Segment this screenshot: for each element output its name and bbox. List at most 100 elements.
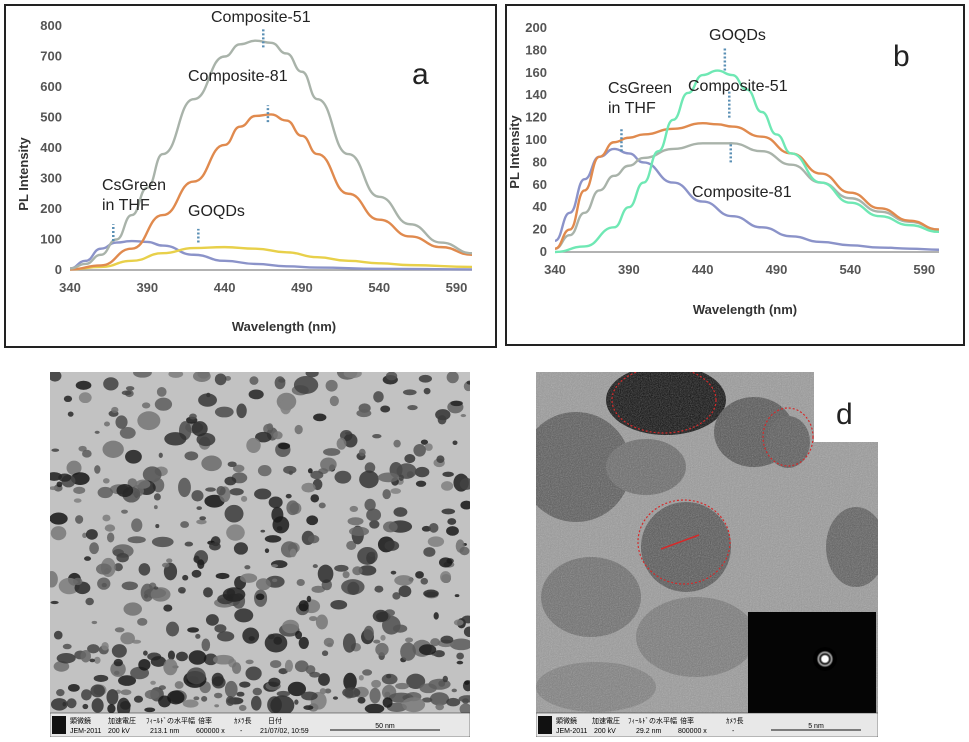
tem-c-particle	[106, 532, 115, 543]
tem-c-particle	[203, 587, 213, 598]
tem-c-particle	[294, 699, 299, 705]
tem-c-particle	[89, 542, 99, 555]
tem-c-particle	[398, 474, 404, 481]
tem-c-particle	[364, 703, 385, 714]
tem-c-particle	[276, 690, 291, 697]
tem-c-particle	[192, 370, 211, 382]
tem-c-particle	[97, 486, 113, 499]
tem-c-particle	[222, 587, 246, 602]
chart-a-annot-inthf: in THF	[102, 197, 150, 214]
tem-c-particle	[189, 413, 197, 420]
tem-c-particle	[176, 651, 188, 662]
chart-a-ytick-label: 600	[40, 79, 62, 94]
tem-c-particle	[180, 521, 190, 528]
tem-c-particle	[120, 689, 132, 696]
tem-c-particle	[325, 379, 338, 392]
tem-c-particle	[119, 426, 136, 439]
tem-c-particle	[293, 375, 319, 394]
tem-c-particle	[449, 638, 473, 651]
tem-c-particle	[323, 637, 334, 647]
tem-c-particle	[150, 656, 167, 667]
tem-c-particle	[110, 661, 126, 677]
tem-c-particle	[357, 546, 378, 565]
tem-c-particle	[342, 633, 356, 653]
tem-c-particle	[372, 434, 382, 439]
tem-c-particle	[78, 392, 92, 404]
tem-c-particle	[73, 486, 86, 494]
chart-a-ytick-label: 200	[40, 201, 62, 216]
tem-c-particle	[255, 578, 271, 591]
tem-c-particle	[357, 696, 366, 704]
tem-c-particle	[421, 697, 433, 703]
tem-c-particle	[306, 595, 312, 603]
tem-c-particle	[312, 564, 318, 569]
tem-c-particle	[107, 704, 116, 714]
chart-a-xtick-label: 390	[136, 280, 158, 295]
tem-c-particle	[217, 631, 235, 642]
tem-c-particle	[50, 526, 67, 541]
tem-c-particle	[294, 660, 309, 673]
tem-d-footer-1: 加速電圧	[592, 716, 620, 725]
tem-c-particle	[94, 465, 101, 474]
tem-c-footer-6: JEM-2011	[70, 728, 101, 735]
chart-b-annot-composite81: Composite-81	[692, 184, 792, 201]
tem-c-particle	[284, 659, 294, 673]
tem-c-particle	[415, 480, 427, 487]
tem-c-particle	[257, 464, 272, 477]
tem-d-footer-0: 顕微鏡	[556, 716, 577, 725]
chart-b-ytick-label: 200	[525, 20, 547, 35]
chart-b-series-line-3	[554, 69, 940, 254]
tem-c-particle	[404, 454, 416, 464]
tem-c-particle	[93, 656, 101, 664]
tem-c-particle	[49, 512, 68, 525]
tem-d-highlight-circle	[637, 499, 731, 585]
tem-c-particle	[240, 495, 248, 502]
tem-c-particle	[348, 526, 370, 537]
tem-c-particle	[81, 689, 92, 701]
tem-c-particle	[420, 577, 429, 585]
tem-c-particle	[116, 483, 134, 498]
tem-c-particle	[280, 398, 292, 415]
tem-c-particle	[154, 397, 173, 411]
tem-c-particle	[402, 697, 426, 713]
tem-c-particle	[196, 519, 207, 525]
tem-c-particle	[211, 672, 224, 687]
tem-c-particle	[224, 680, 238, 698]
tem-c-particle	[270, 660, 282, 669]
tem-c-particle	[442, 471, 454, 477]
chart-b-ytick-label: 100	[525, 132, 547, 147]
tem-c-particle	[433, 650, 445, 658]
tem-c-particle	[343, 433, 358, 448]
tem-c-particle	[462, 698, 469, 704]
chart-a-letter: a	[412, 58, 429, 91]
chart-b-series-line-2	[554, 122, 940, 250]
tem-c-particle	[164, 432, 187, 446]
tem-c-particle	[447, 518, 457, 525]
tem-c-particle	[369, 687, 381, 704]
tem-c-particle	[184, 541, 194, 547]
tem-c-particle	[373, 391, 384, 403]
tem-c-particle	[393, 507, 408, 517]
tem-c-particle	[395, 682, 410, 690]
tem-c-particle	[423, 387, 431, 395]
tem-c-particle	[334, 470, 352, 484]
tem-c-particle	[70, 472, 90, 485]
tem-c-particle	[321, 650, 329, 657]
tem-c-particle	[82, 703, 89, 710]
tem-c-particle	[298, 636, 309, 649]
tem-c-particle	[201, 695, 208, 702]
tem-c-particle	[53, 661, 70, 672]
tem-c-particle	[236, 403, 247, 419]
tem-c-particle	[123, 602, 142, 616]
tem-c-particle	[451, 688, 457, 693]
tem-c-particle	[82, 449, 92, 458]
tem-c-particle	[239, 681, 251, 688]
tem-c-particle	[423, 547, 436, 557]
tem-c-particle	[415, 571, 424, 579]
tem-c-particle	[453, 619, 464, 626]
tem-c-particle	[346, 540, 357, 550]
tem-c-particle	[178, 477, 191, 498]
tem-c-particle	[140, 583, 154, 602]
tem-c-particle	[460, 500, 473, 510]
tem-c-particle	[163, 658, 178, 676]
